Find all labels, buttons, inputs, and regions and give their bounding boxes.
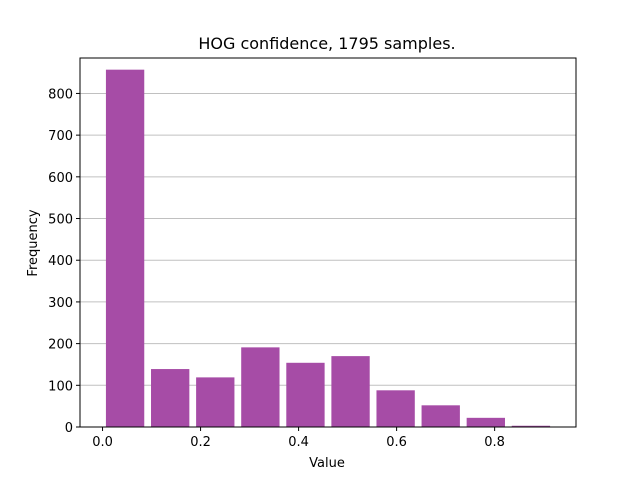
x-tick-label: 0.4 [288, 435, 309, 450]
chart-title: HOG confidence, 1795 samples. [198, 34, 455, 53]
x-tick-label: 0.6 [386, 435, 407, 450]
histogram-bars [105, 69, 551, 428]
x-axis-ticks: 0.0 0.2 0.4 0.6 0.8 [92, 427, 505, 450]
plot-frame [79, 57, 577, 428]
x-tick-label: 0.0 [92, 435, 113, 450]
histogram-bar [151, 369, 190, 427]
histogram-bar [331, 356, 370, 427]
y-axis-ticks: 0 100 200 300 400 500 600 700 800 [48, 87, 80, 436]
y-tick-label: 0 [65, 421, 73, 436]
y-axis-label: Frequency [26, 209, 41, 276]
histogram-bar [105, 69, 145, 428]
y-tick-label: 100 [48, 379, 73, 394]
y-tick-label: 700 [48, 129, 73, 144]
histogram-bar [286, 362, 325, 427]
histogram-bar [196, 377, 235, 427]
x-tick-label: 0.2 [190, 435, 211, 450]
y-tick-label: 600 [48, 171, 73, 186]
x-axis-label: Value [309, 456, 345, 471]
y-tick-label: 300 [48, 296, 73, 311]
y-tick-label: 200 [48, 338, 73, 353]
y-tick-label: 400 [48, 254, 73, 269]
y-tick-label: 800 [48, 87, 73, 102]
x-tick-label: 0.8 [484, 435, 505, 450]
y-tick-label: 500 [48, 213, 73, 228]
histogram-bar [511, 425, 551, 427]
histogram-bar [466, 417, 505, 427]
y-gridlines [80, 92, 576, 386]
histogram-bar [376, 390, 415, 427]
histogram-bar [421, 405, 460, 427]
histogram-bar [241, 347, 280, 427]
